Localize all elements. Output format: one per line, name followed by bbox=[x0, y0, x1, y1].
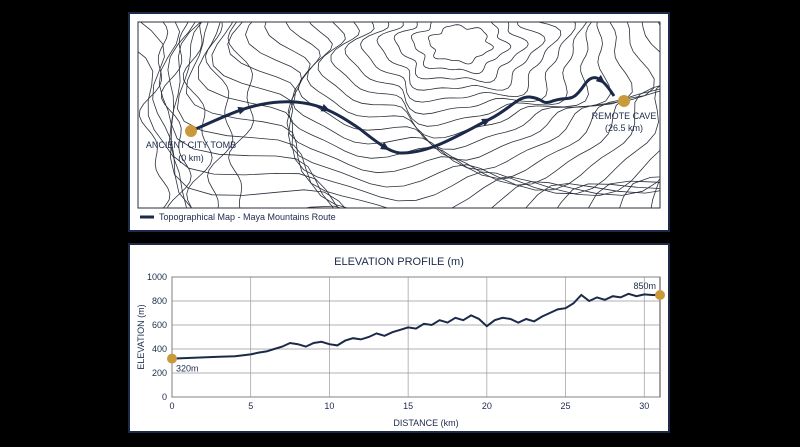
contour-line bbox=[376, 22, 546, 91]
elevation-end-annotation: 850m bbox=[633, 281, 656, 291]
contour-line bbox=[160, 22, 192, 208]
contour-line bbox=[410, 22, 512, 75]
contour-line bbox=[176, 22, 660, 208]
x-tick-label: 0 bbox=[169, 401, 174, 411]
route-arrow bbox=[237, 106, 248, 115]
elevation-chart: ELEVATION PROFILE (m) 02004006008001000 … bbox=[136, 256, 665, 428]
contour-line bbox=[167, 22, 660, 208]
y-axis-label: ELEVATION (m) bbox=[136, 304, 146, 369]
elevation-series-line bbox=[171, 292, 660, 360]
y-tick-label: 200 bbox=[152, 368, 167, 378]
contour-line bbox=[360, 22, 562, 103]
route-arrow bbox=[481, 118, 491, 127]
route-direction-arrows bbox=[237, 74, 606, 151]
elevation-profile-panel: ELEVATION PROFILE (m) 0 200 400 600 800 1000 … bbox=[128, 243, 670, 433]
contour-line bbox=[205, 22, 234, 208]
route-arrow bbox=[320, 103, 331, 112]
contour-line bbox=[211, 22, 660, 191]
end-location-label: REMOTE CAVE bbox=[592, 111, 657, 121]
end-location-distance: (26.5 km) bbox=[605, 123, 643, 133]
chart-grid bbox=[171, 276, 661, 398]
contour-line bbox=[393, 22, 529, 83]
contour-line bbox=[171, 22, 660, 208]
contour-line bbox=[158, 22, 660, 208]
chart-title: ELEVATION PROFILE (m) bbox=[334, 256, 464, 268]
x-axis-label: DISTANCE (km) bbox=[393, 418, 458, 428]
y-axis-ticks: 0 200 400 600 800 1000 bbox=[147, 272, 167, 402]
contour-line bbox=[317, 22, 592, 139]
legend-label: Topographical Map - Maya Mountains Route bbox=[159, 212, 336, 222]
x-tick-label: 10 bbox=[324, 401, 334, 411]
x-tick-label: 5 bbox=[248, 401, 253, 411]
contour-line bbox=[227, 22, 254, 208]
route-path bbox=[190, 76, 616, 155]
start-location-label: ANCIENT CITY TOMB bbox=[146, 140, 236, 150]
contour-line bbox=[182, 22, 213, 208]
contour-line bbox=[264, 22, 655, 171]
topographic-map-panel: ANCIENT CITY TOMB (0 km) REMOTE CAVE (26… bbox=[128, 12, 670, 232]
contour-line bbox=[245, 22, 660, 179]
topographic-map: ANCIENT CITY TOMB (0 km) REMOTE CAVE (26… bbox=[137, 21, 661, 222]
start-location-marker[interactable] bbox=[185, 125, 197, 137]
x-tick-label: 30 bbox=[639, 401, 649, 411]
contour-line bbox=[344, 22, 576, 115]
contour-lines bbox=[138, 22, 660, 208]
y-tick-label: 1000 bbox=[147, 272, 167, 282]
end-location-marker[interactable] bbox=[618, 95, 630, 107]
contour-line bbox=[185, 22, 660, 208]
contour-line bbox=[138, 22, 171, 208]
route-arrow bbox=[595, 74, 606, 84]
x-tick-label: 25 bbox=[561, 401, 571, 411]
y-tick-label: 800 bbox=[152, 296, 167, 306]
x-tick-label: 15 bbox=[403, 401, 413, 411]
plot-area bbox=[171, 276, 661, 398]
elevation-start-annotation: 320m bbox=[176, 364, 199, 374]
route-arrow bbox=[380, 142, 390, 151]
y-tick-label: 400 bbox=[152, 344, 167, 354]
start-location-distance: (0 km) bbox=[178, 153, 204, 163]
contour-line bbox=[139, 22, 660, 208]
y-tick-label: 600 bbox=[152, 320, 167, 330]
contour-line bbox=[285, 22, 633, 161]
x-axis-ticks: 0 5 10 15 20 25 30 bbox=[169, 401, 649, 411]
elevation-start-marker[interactable] bbox=[167, 353, 177, 364]
contour-line bbox=[330, 22, 588, 127]
contour-line bbox=[227, 22, 660, 186]
y-tick-label: 0 bbox=[162, 392, 167, 402]
contour-line bbox=[306, 22, 611, 150]
elevation-end-marker[interactable] bbox=[655, 290, 665, 300]
contour-line bbox=[427, 24, 494, 65]
x-tick-label: 20 bbox=[482, 401, 492, 411]
contour-line bbox=[197, 22, 660, 202]
map-frame bbox=[137, 21, 661, 209]
